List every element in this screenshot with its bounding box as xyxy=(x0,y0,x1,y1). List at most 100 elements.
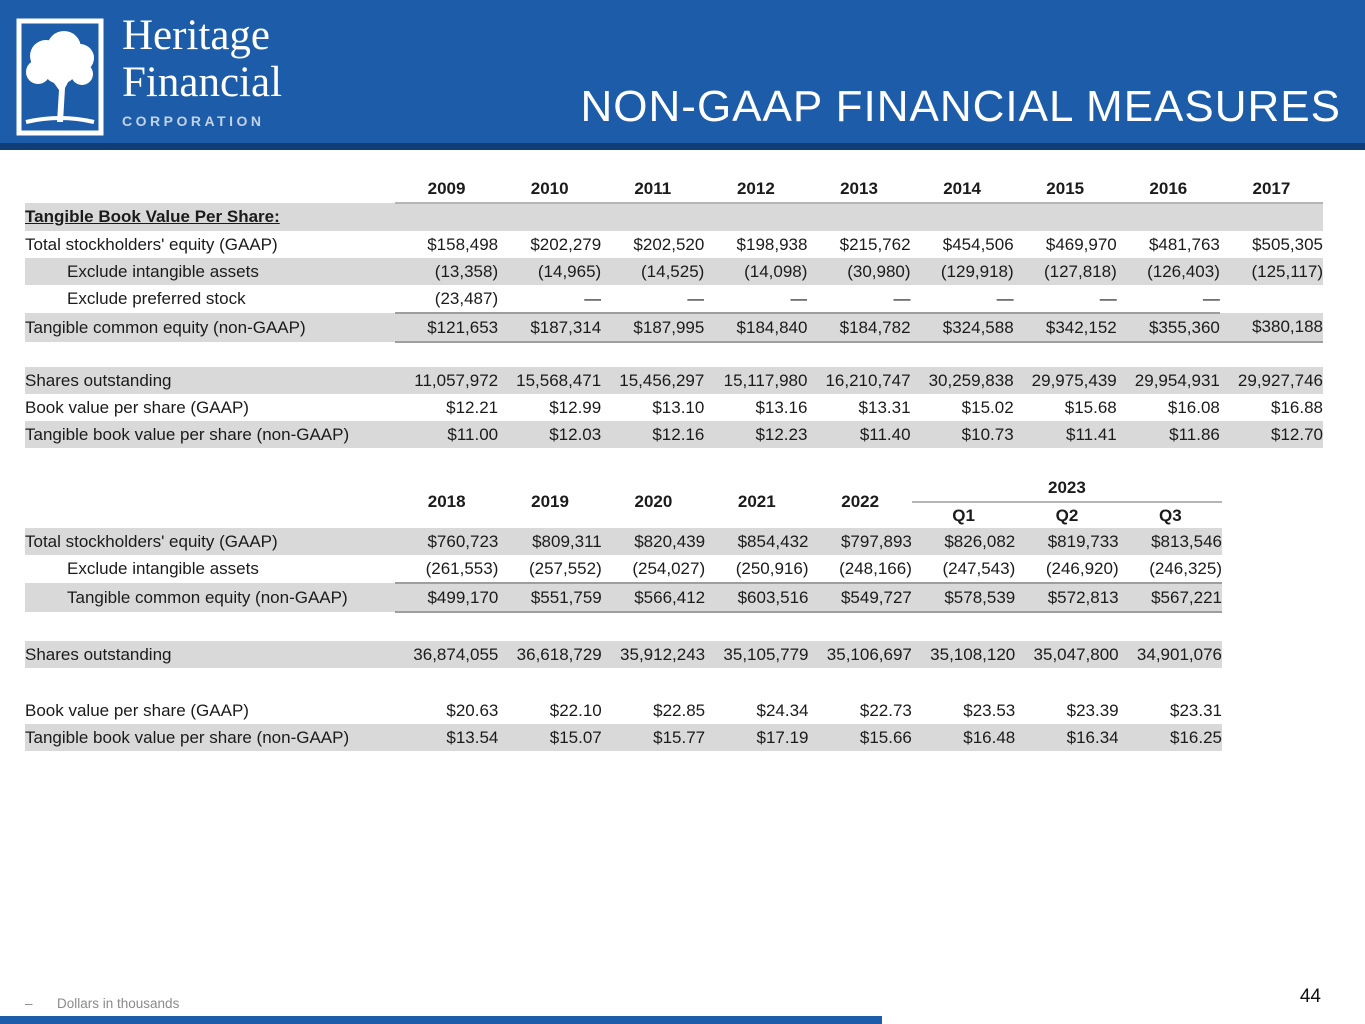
footnote: – Dollars in thousands xyxy=(25,996,179,1011)
table-cell: $11.00 xyxy=(395,421,499,448)
table-cell xyxy=(1013,203,1117,231)
table-cell: $16.34 xyxy=(1015,724,1119,751)
table-cell: $469,970 xyxy=(1045,234,1117,254)
tbv-table-2009-2017-equity: 2009 2010 2011 2012 2013 2014 2015 2016 … xyxy=(25,176,1323,343)
table-cell: (246,325) xyxy=(1118,555,1222,584)
table-cell: $198,938 xyxy=(736,234,808,254)
table-cell: (23,487) xyxy=(395,285,499,314)
table-cell: 35,912,243 xyxy=(601,641,706,668)
table-cell: 34,901,076 xyxy=(1118,641,1222,668)
col-header: 2015 xyxy=(1013,176,1117,204)
table-cell: $809,311 xyxy=(498,528,602,555)
table-cell: (125,117) xyxy=(1219,258,1323,285)
table-cell: $551,759 xyxy=(498,583,602,613)
company-wordmark: Heritage Financial CORPORATION xyxy=(122,12,282,129)
table-cell: $16.88 xyxy=(1271,397,1323,417)
footnote-text: Dollars in thousands xyxy=(57,996,180,1011)
table-cell: $572,813 xyxy=(1015,583,1119,613)
table-cell: $12.99 xyxy=(549,397,602,417)
table-cell: (14,965) xyxy=(498,258,602,285)
row-label: Exclude preferred stock xyxy=(67,289,246,308)
table-cell: $20.63 xyxy=(446,700,499,720)
table-cell: $566,412 xyxy=(601,583,706,613)
table-cell xyxy=(807,203,911,231)
table-row: Tangible common equity (non-GAAP) $121,65… xyxy=(25,313,1323,343)
table-cell: — xyxy=(1116,285,1220,314)
header-spacer xyxy=(25,176,395,203)
table-cell xyxy=(1219,203,1323,231)
bottom-accent-bar xyxy=(0,1016,882,1024)
table-cell: $13.54 xyxy=(395,724,499,751)
table-cell: 35,108,120 xyxy=(911,641,1016,668)
table-cell: 36,874,055 xyxy=(395,641,499,668)
table-cell xyxy=(498,203,602,231)
col-header-quarter: Q3 xyxy=(1158,505,1182,525)
table-cell: (129,918) xyxy=(910,258,1014,285)
table-cell: — xyxy=(1013,285,1117,314)
table-cell: $797,893 xyxy=(808,528,912,555)
table-cell xyxy=(395,203,499,231)
table-cell: 35,047,800 xyxy=(1015,641,1119,668)
table-cell: $380,188 xyxy=(1219,313,1323,343)
table-cell: $13.16 xyxy=(755,397,808,417)
table-cell: $826,082 xyxy=(911,528,1016,555)
table-cell: $813,546 xyxy=(1118,528,1222,555)
table-cell: $184,782 xyxy=(807,313,911,343)
row-label: Book value per share (GAAP) xyxy=(25,700,249,720)
tbv-table-2018-2023-book-value: Book value per share (GAAP) $20.63 $22.10 $… xyxy=(25,697,1222,751)
col-header: 2020 xyxy=(634,491,673,511)
table-row: Total stockholders' equity (GAAP) $760,72… xyxy=(25,528,1222,555)
table-cell: $342,152 xyxy=(1013,313,1117,343)
table-cell: $454,506 xyxy=(942,234,1014,254)
table-cell: $12.70 xyxy=(1219,421,1323,448)
header-banner: Heritage Financial CORPORATION NON-GAAP … xyxy=(0,0,1365,150)
table-cell: $820,439 xyxy=(601,528,706,555)
table-cell: (247,543) xyxy=(911,555,1016,584)
table-cell: $15.07 xyxy=(498,724,602,751)
table-cell: 29,954,931 xyxy=(1116,367,1220,394)
table-cell: 15,117,980 xyxy=(704,367,808,394)
table-cell: $12.03 xyxy=(498,421,602,448)
table-cell: $12.16 xyxy=(601,421,705,448)
table-cell xyxy=(704,203,808,231)
table-cell: 29,975,439 xyxy=(1013,367,1117,394)
table-cell: $13.31 xyxy=(858,397,911,417)
table-row: Book value per share (GAAP) $12.21 $12.99 $… xyxy=(25,394,1323,421)
table-cell: $854,432 xyxy=(705,528,809,555)
table-cell: $481,763 xyxy=(1148,234,1220,254)
row-label: Tangible book value per share (non-GAAP) xyxy=(25,421,395,448)
table-cell: $187,995 xyxy=(601,313,705,343)
table-cell: $23.53 xyxy=(963,700,1016,720)
table-cell: $549,727 xyxy=(808,583,912,613)
table-row: Tangible common equity (non-GAAP) $499,17… xyxy=(25,583,1222,613)
col-header: 2019 xyxy=(531,491,569,511)
table-cell: $23.39 xyxy=(1066,700,1119,720)
table-cell: $202,279 xyxy=(530,234,602,254)
table-row: Exclude intangible assets (261,553) (257,5… xyxy=(25,555,1222,584)
year-header-row: 2018 2019 2020 2021 2022 2023 xyxy=(25,475,1222,511)
table-row: Shares outstanding 36,874,055 36,618,729 35… xyxy=(25,641,1222,668)
table-row: Exclude preferred stock (23,487) — — — — — — — xyxy=(25,285,1323,314)
col-header: 2014 xyxy=(910,176,1014,204)
table-cell: $11.41 xyxy=(1013,421,1117,448)
col-header: 2010 xyxy=(498,176,602,204)
table-cell: $22.85 xyxy=(653,700,706,720)
table-cell: $603,516 xyxy=(705,583,809,613)
table-cell: (250,916) xyxy=(705,555,809,584)
row-label: Tangible common equity (non-GAAP) xyxy=(25,313,395,342)
col-header: 2017 xyxy=(1219,176,1323,204)
table-row: Shares outstanding 11,057,972 15,568,471 15… xyxy=(25,367,1323,394)
table-cell: 15,568,471 xyxy=(498,367,602,394)
page-number: 44 xyxy=(1299,986,1321,1007)
table-cell: 36,618,729 xyxy=(498,641,602,668)
table-row: Tangible Book Value Per Share: xyxy=(25,203,1323,231)
year-header-row: 2009 2010 2011 2012 2013 2014 2015 2016 … xyxy=(25,176,1323,204)
table-cell: $215,762 xyxy=(839,234,911,254)
table-cell: 29,927,746 xyxy=(1219,367,1323,394)
table-cell: $15.02 xyxy=(961,397,1014,417)
table-cell: (30,980) xyxy=(807,258,911,285)
table-cell: 16,210,747 xyxy=(807,367,911,394)
table-cell: $12.23 xyxy=(704,421,808,448)
group-2023-left-rule xyxy=(911,475,1016,503)
table-cell: — xyxy=(807,285,911,314)
